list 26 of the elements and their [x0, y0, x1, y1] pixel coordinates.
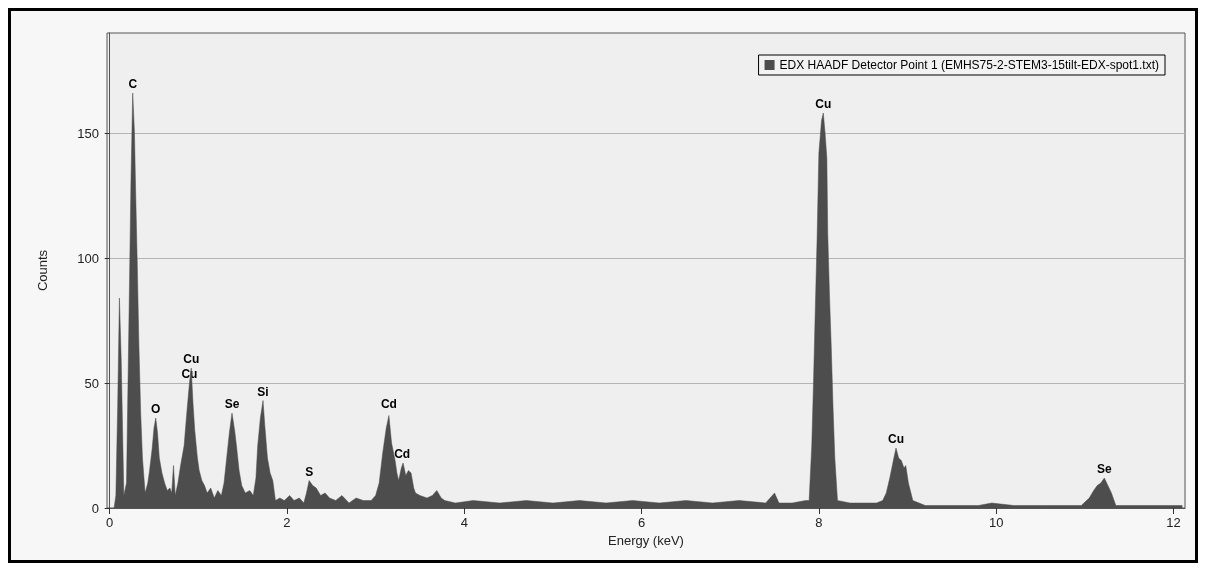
legend-label: EDX HAADF Detector Point 1 (EMHS75-2-STEM3-15tilt-EDX-spot1.txt) [779, 58, 1160, 72]
x-tick-label: 8 [815, 515, 823, 530]
annotation: C [128, 77, 138, 91]
annotation: Se [1096, 462, 1112, 476]
annotation: Cu [183, 352, 200, 366]
y-tick-label: 50 [84, 375, 99, 391]
y-tick-label: 100 [77, 250, 99, 266]
annotation: Cu [815, 97, 832, 111]
x-axis-title: Energy (keV) [608, 532, 684, 548]
x-tick-label: 6 [637, 515, 646, 530]
annotation: Cu [181, 367, 198, 381]
y-tick-label: 0 [91, 500, 99, 516]
annotation: O [151, 402, 161, 416]
annotation: Se [224, 397, 240, 411]
annotation: Cu [888, 432, 904, 446]
annotation: Cd [380, 397, 397, 411]
x-tick-label: 10 [988, 515, 1004, 530]
x-tick-label: 0 [106, 515, 114, 530]
annotation: S [305, 464, 314, 479]
y-tick-label: 150 [77, 125, 99, 141]
annotation: Cd [394, 447, 411, 461]
y-axis-title: Counts [35, 249, 50, 292]
annotation: Si [257, 384, 269, 399]
x-tick-label: 4 [460, 515, 468, 530]
x-tick-label: 12 [1166, 515, 1181, 530]
x-tick-label: 2 [283, 515, 291, 530]
